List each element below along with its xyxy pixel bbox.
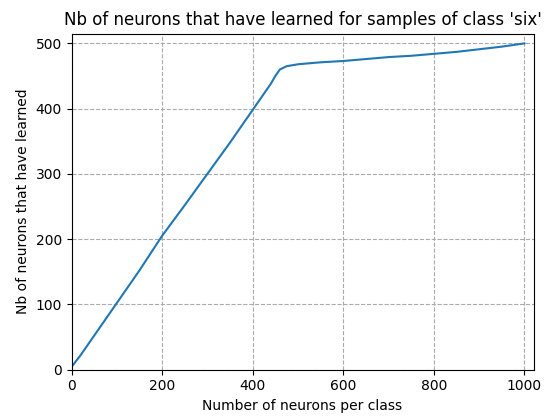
X-axis label: Number of neurons per class: Number of neurons per class: [202, 399, 403, 413]
Y-axis label: Nb of neurons that have learned: Nb of neurons that have learned: [16, 89, 30, 315]
Title: Nb of neurons that have learned for samples of class 'six': Nb of neurons that have learned for samp…: [64, 11, 541, 29]
